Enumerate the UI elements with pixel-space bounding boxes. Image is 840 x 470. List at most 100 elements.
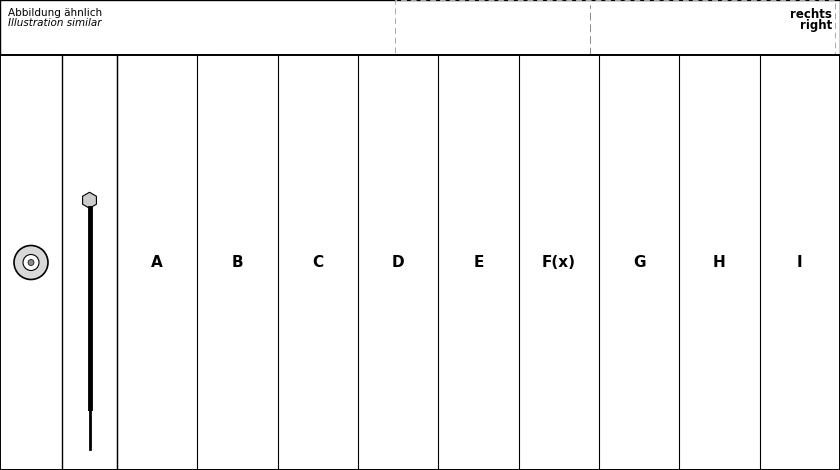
Circle shape — [600, 391, 604, 394]
Text: ØG: ØG — [83, 206, 93, 224]
Circle shape — [531, 103, 543, 115]
Circle shape — [700, 145, 703, 149]
Bar — [194, 63, 202, 69]
Bar — [194, 364, 202, 370]
Text: H: H — [713, 255, 726, 270]
Circle shape — [566, 117, 570, 121]
Text: D: D — [391, 255, 405, 270]
Text: D: D — [167, 424, 176, 434]
Polygon shape — [147, 266, 198, 310]
Circle shape — [742, 274, 745, 279]
Text: C: C — [312, 255, 323, 270]
Circle shape — [521, 228, 535, 242]
Circle shape — [631, 402, 635, 406]
Text: Illustration similar: Illustration similar — [8, 18, 102, 28]
Bar — [195, 404, 215, 412]
Bar — [213, 352, 220, 358]
Bar — [194, 135, 202, 141]
Bar — [213, 400, 220, 406]
Circle shape — [663, 136, 675, 148]
Circle shape — [497, 356, 509, 368]
Bar — [194, 87, 202, 93]
Circle shape — [651, 111, 655, 116]
Text: G: G — [633, 255, 645, 270]
Text: FØ: FØ — [582, 177, 601, 189]
Circle shape — [590, 94, 601, 106]
Circle shape — [444, 181, 457, 193]
Circle shape — [622, 301, 635, 314]
Text: C (MTH): C (MTH) — [222, 406, 272, 416]
Text: B: B — [232, 255, 244, 270]
Circle shape — [518, 248, 532, 262]
Text: E: E — [473, 255, 484, 270]
Bar — [195, 140, 215, 148]
Bar — [0, 0, 840, 55]
Bar — [213, 99, 220, 105]
Circle shape — [543, 381, 555, 393]
Circle shape — [647, 372, 659, 384]
Circle shape — [743, 253, 747, 257]
Bar — [195, 101, 215, 109]
Circle shape — [512, 386, 523, 398]
Bar — [195, 352, 215, 360]
Bar — [0, 55, 840, 470]
Circle shape — [596, 386, 608, 399]
Circle shape — [433, 242, 438, 246]
Text: ØA: ØA — [316, 191, 326, 209]
Circle shape — [501, 360, 505, 364]
Circle shape — [645, 228, 659, 242]
Bar — [194, 400, 202, 406]
Circle shape — [513, 131, 525, 143]
Circle shape — [648, 248, 662, 262]
Circle shape — [454, 217, 459, 221]
Circle shape — [727, 191, 740, 203]
Circle shape — [732, 195, 736, 199]
Circle shape — [739, 249, 751, 261]
Text: Ø12,5
(2x): Ø12,5 (2x) — [654, 285, 684, 306]
Bar — [194, 111, 202, 117]
Bar — [213, 147, 220, 153]
Circle shape — [593, 98, 597, 102]
Bar — [195, 114, 215, 122]
Text: B: B — [202, 406, 210, 416]
Bar — [195, 166, 215, 174]
Circle shape — [738, 271, 749, 282]
Bar — [395, 0, 835, 55]
Circle shape — [619, 118, 623, 123]
Circle shape — [470, 352, 473, 357]
Bar — [194, 340, 202, 346]
Circle shape — [722, 330, 727, 335]
Bar — [195, 378, 215, 386]
Bar — [194, 352, 202, 358]
Circle shape — [464, 316, 475, 328]
Circle shape — [28, 259, 34, 266]
Circle shape — [449, 185, 453, 189]
Circle shape — [704, 178, 708, 182]
Circle shape — [583, 183, 597, 197]
Circle shape — [667, 140, 671, 144]
Circle shape — [680, 371, 691, 383]
Bar — [196, 459, 216, 470]
Circle shape — [715, 294, 727, 306]
Circle shape — [502, 167, 678, 343]
Bar — [195, 153, 215, 161]
Bar — [195, 75, 215, 83]
Circle shape — [517, 135, 521, 139]
Text: I: I — [797, 255, 803, 270]
Bar — [194, 376, 202, 382]
Circle shape — [478, 170, 482, 174]
Bar — [199, 425, 213, 435]
Bar — [213, 135, 220, 141]
Polygon shape — [195, 55, 217, 170]
Bar — [195, 391, 215, 399]
Circle shape — [558, 223, 622, 287]
Circle shape — [692, 344, 696, 347]
Circle shape — [451, 213, 463, 225]
Bar — [196, 429, 216, 445]
Circle shape — [451, 270, 455, 274]
Circle shape — [720, 223, 732, 235]
Circle shape — [23, 254, 39, 271]
Bar — [195, 417, 215, 425]
Circle shape — [467, 320, 471, 324]
Text: A: A — [151, 255, 163, 270]
